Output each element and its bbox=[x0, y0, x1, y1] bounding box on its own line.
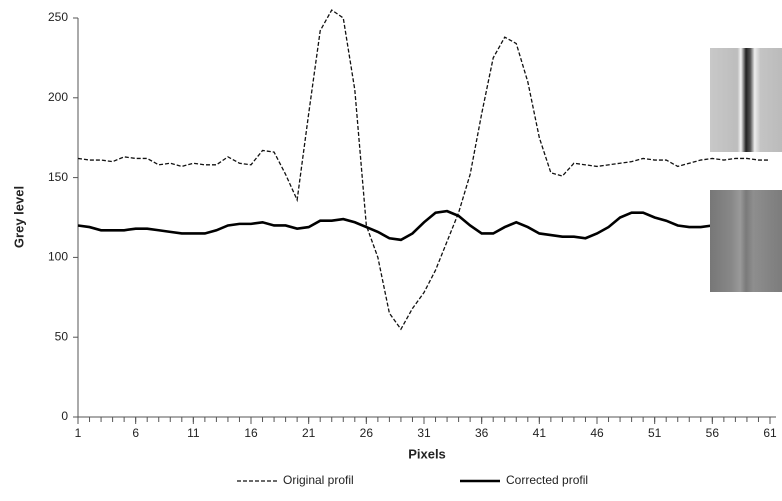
series-line bbox=[77, 9, 770, 331]
x-tick-label: 36 bbox=[475, 426, 489, 440]
x-tick-label: 16 bbox=[244, 426, 258, 440]
y-tick-label: 250 bbox=[48, 10, 68, 24]
legend-label: Corrected profil bbox=[506, 473, 588, 487]
y-tick-label: 100 bbox=[48, 250, 68, 264]
y-tick-label: 150 bbox=[48, 170, 68, 184]
legend-label: Original profil bbox=[283, 473, 354, 487]
y-tick-label: 0 bbox=[61, 409, 68, 423]
x-tick-label: 21 bbox=[302, 426, 316, 440]
inset-image-corrected bbox=[710, 190, 782, 292]
x-tick-label: 61 bbox=[763, 426, 777, 440]
y-tick-label: 200 bbox=[48, 90, 68, 104]
y-tick-label: 50 bbox=[55, 329, 69, 343]
series-line bbox=[77, 209, 770, 242]
x-tick-label: 46 bbox=[590, 426, 604, 440]
x-tick-label: 26 bbox=[360, 426, 374, 440]
x-tick-label: 6 bbox=[132, 426, 139, 440]
x-axis-title: Pixels bbox=[408, 446, 446, 461]
x-tick-label: 41 bbox=[533, 426, 547, 440]
x-tick-label: 1 bbox=[75, 426, 82, 440]
y-axis-title: Grey level bbox=[11, 186, 26, 248]
inset-image-original bbox=[710, 48, 782, 152]
x-tick-label: 31 bbox=[417, 426, 431, 440]
x-tick-label: 51 bbox=[648, 426, 662, 440]
x-tick-label: 11 bbox=[187, 426, 200, 440]
x-tick-label: 56 bbox=[706, 426, 720, 440]
